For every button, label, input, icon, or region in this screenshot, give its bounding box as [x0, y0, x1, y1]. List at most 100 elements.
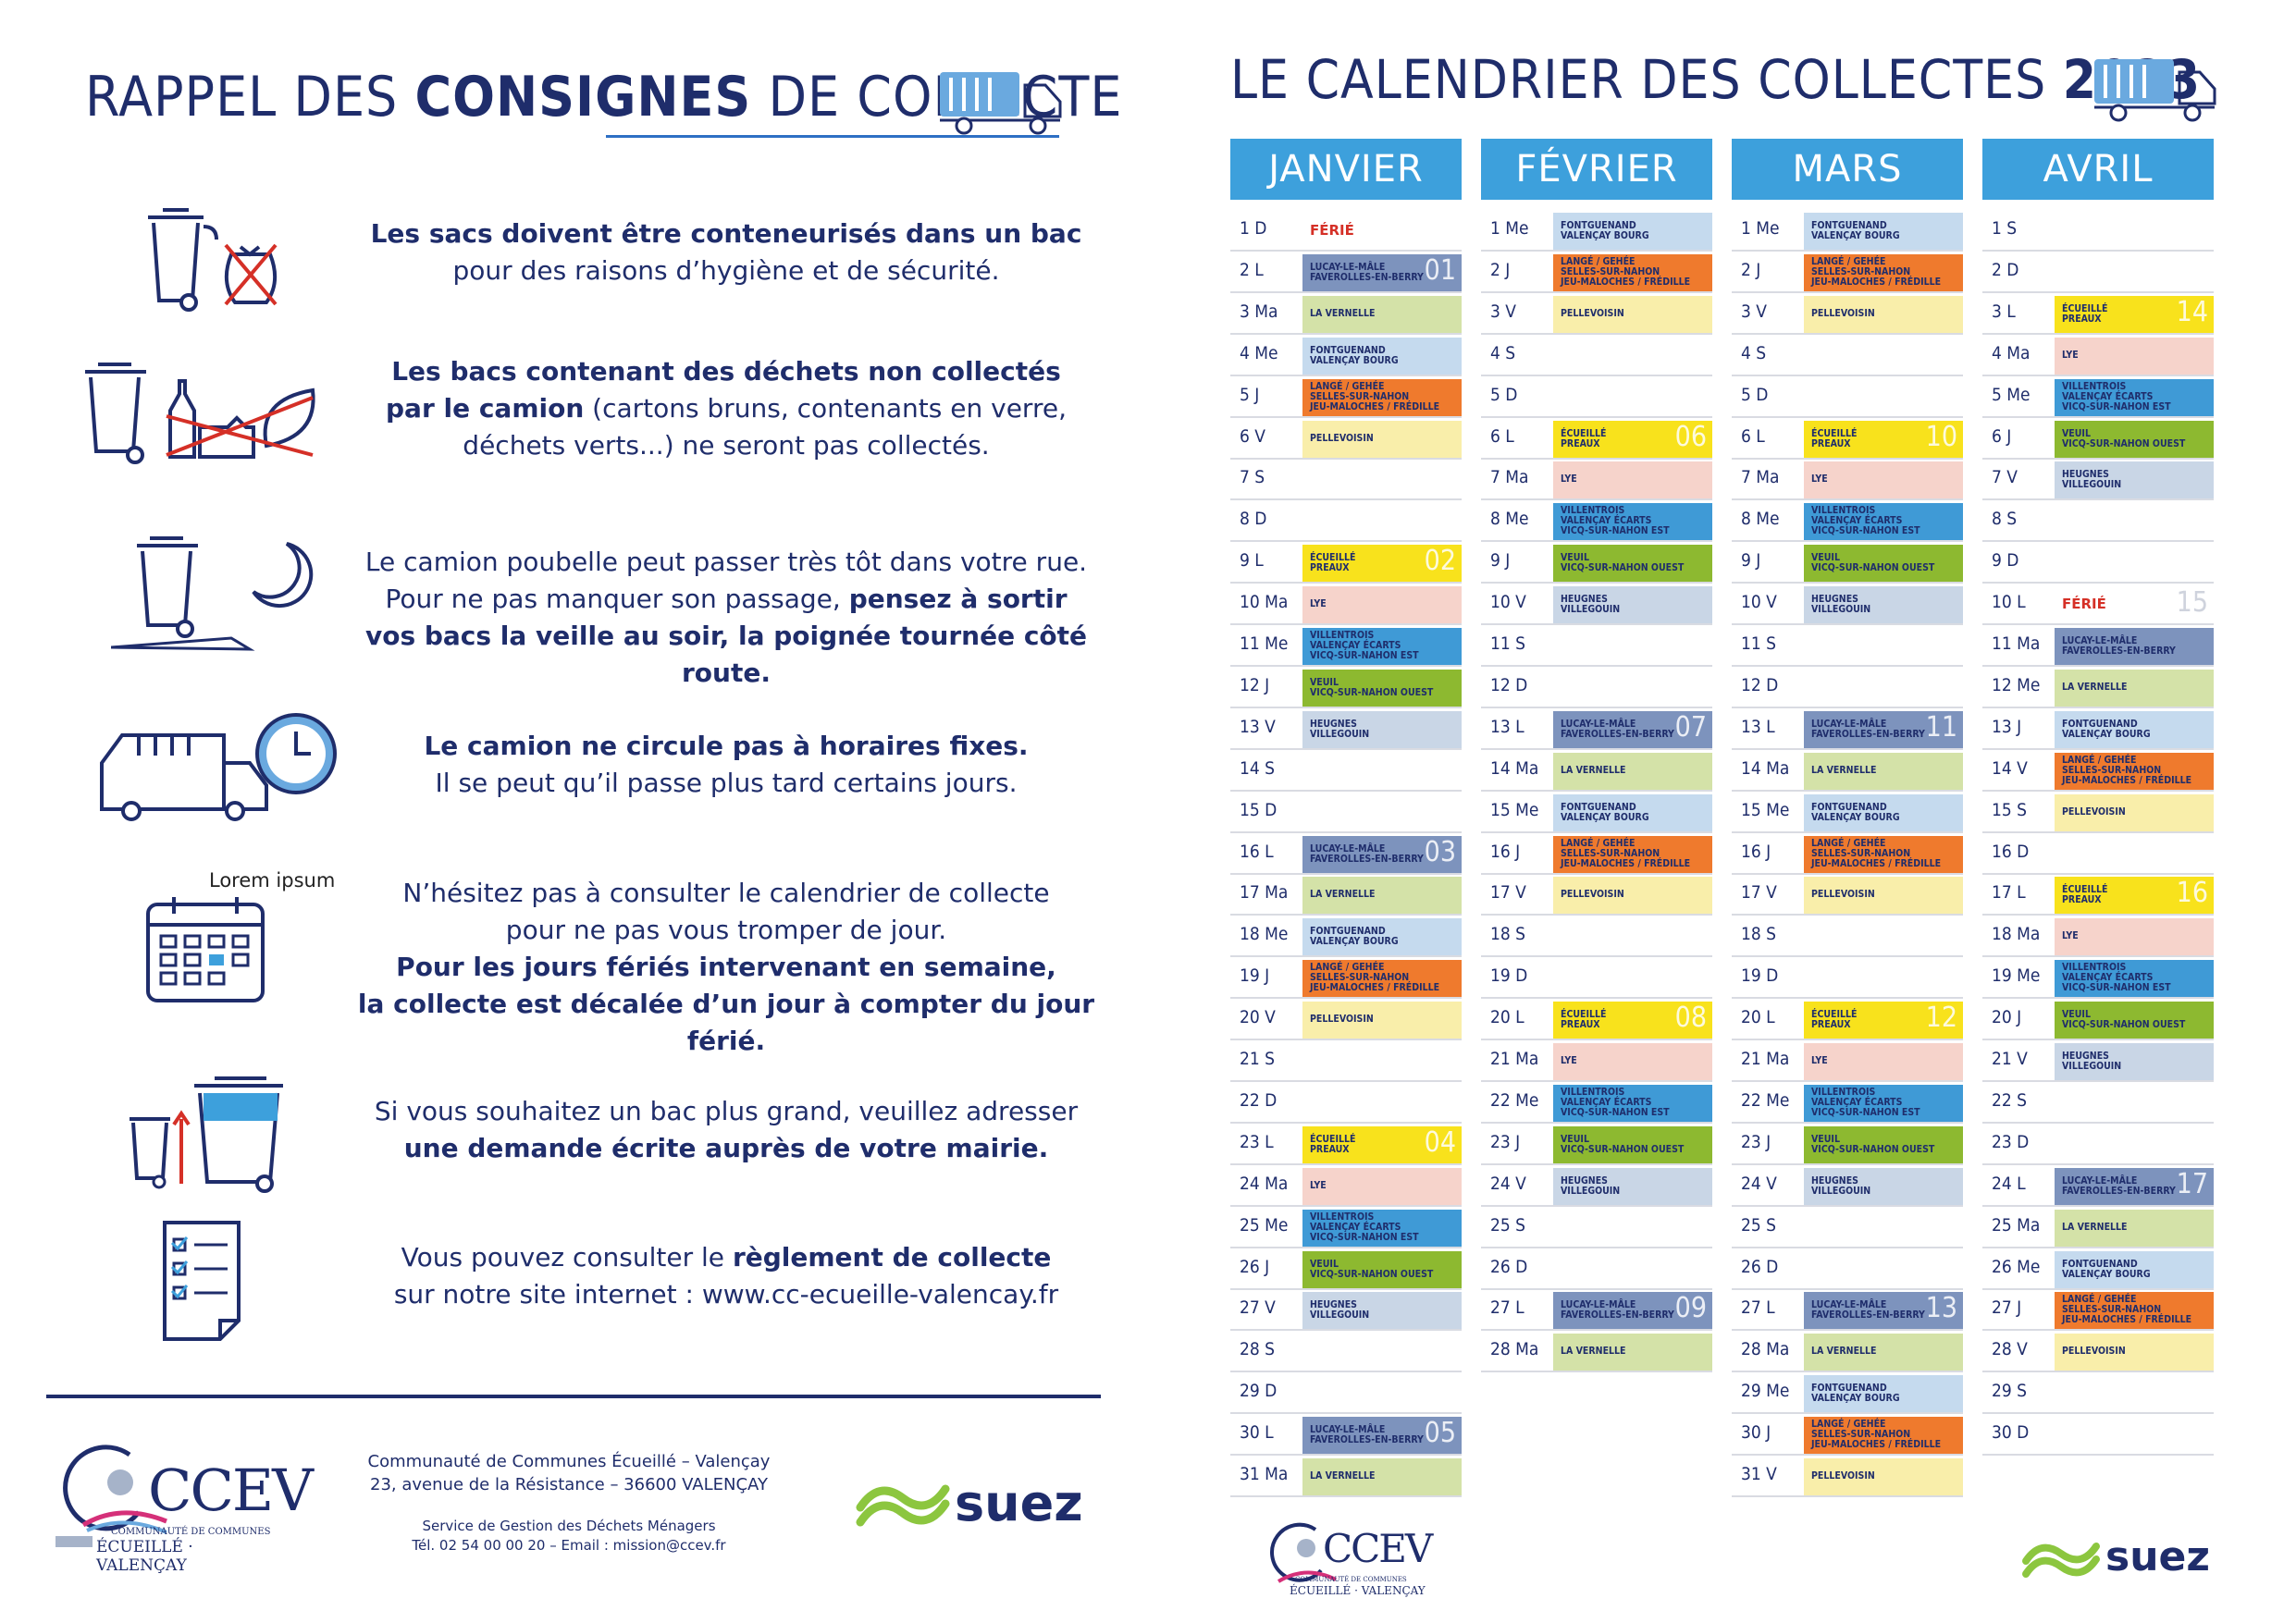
calendar-day: 27 V HEUGNES VILLEGOUIN — [1230, 1290, 1462, 1332]
collection-cell: LANGÉ / GEHÉE SELLES-SUR-NAHON JEU-MALOC… — [1804, 253, 1963, 291]
collection-cell: LANGÉ / GEHÉE SELLES-SUR-NAHON JEU-MALOC… — [1804, 835, 1963, 873]
calendar-day: 6 V PELLEVOISIN — [1230, 419, 1462, 460]
row-separator — [1732, 332, 1963, 335]
suez-logo-mark — [856, 1484, 950, 1527]
day-label: 8 Me — [1490, 509, 1529, 530]
collection-cell: PELLEVOISIN — [2055, 793, 2214, 831]
row-separator — [1732, 1495, 1963, 1497]
day-label: 4 S — [1741, 342, 1767, 363]
row-separator — [1982, 540, 2214, 543]
collection-cell: LYE — [2055, 918, 2214, 956]
day-label: 26 Me — [1992, 1256, 2041, 1277]
bin-no-bag-icon — [148, 208, 278, 312]
row-separator — [1982, 1246, 2214, 1248]
rule-row-bags: Les sacs doivent être conteneurisés dans… — [74, 199, 1101, 319]
collection-cell: LA VERNELLE — [1553, 1334, 1712, 1371]
collection-zone-label: LANGÉ / GEHÉE SELLES-SUR-NAHON JEU-MALOC… — [1811, 255, 1942, 288]
calendar-day: 13 J FONTGUENAND VALENÇAY BOURG — [1982, 709, 2214, 750]
row-separator — [1230, 706, 1462, 708]
collection-cell: VILLENTROIS VALENÇAY ÉCARTS VICQ-SUR-NAH… — [1804, 1084, 1963, 1122]
day-label: 21 V — [1992, 1049, 2028, 1069]
day-label: 29 Me — [1741, 1381, 1790, 1402]
calendar-day: 17 V PELLEVOISIN — [1732, 875, 1963, 916]
collection-zone-label: FONTGUENAND VALENÇAY BOURG — [1811, 801, 1900, 823]
day-label: 2 L — [1240, 259, 1264, 280]
calendar-day: 15 D — [1230, 793, 1462, 833]
day-label: 14 Ma — [1490, 757, 1539, 779]
row-separator — [1732, 789, 1963, 792]
collection-zone-label: ÉCUEILLÉ PREAUX — [1811, 427, 1858, 449]
rule-row-schedule: Le camion ne circule pas à horaires fixe… — [74, 707, 1101, 837]
week-number: 11 — [1925, 710, 1957, 744]
day-label: 16 J — [1741, 841, 1771, 862]
calendar-day: 11 Ma LUCAY-LE-MÂLE FAVEROLLES-EN-BERRY — [1982, 626, 2214, 667]
row-separator — [1982, 747, 2214, 750]
collection-cell: LUCAY-LE-MÂLE FAVEROLLES-EN-BERRY — [2055, 628, 2214, 665]
collection-cell: LYE — [1804, 461, 1963, 499]
row-separator — [1481, 789, 1712, 792]
row-separator — [1732, 747, 1963, 750]
calendar-day: 31 V PELLEVOISIN — [1732, 1457, 1963, 1497]
day-label: 10 V — [1490, 592, 1526, 613]
day-label: 16 D — [1992, 841, 2030, 862]
row-separator — [1982, 997, 2214, 1000]
calendar-day: 20 L ÉCUEILLÉ PREAUX 12 — [1732, 1000, 1963, 1041]
collection-zone-label: LANGÉ / GEHÉE SELLES-SUR-NAHON JEU-MALOC… — [1561, 837, 1691, 869]
rule-5-line-3: Pour les jours fériés intervenant en sem… — [396, 952, 1056, 982]
calendar-day: 18 S — [1732, 916, 1963, 958]
calendar-day: 6 L ÉCUEILLÉ PREAUX 10 — [1732, 419, 1963, 460]
calendar-day: 23 L ÉCUEILLÉ PREAUX 04 — [1230, 1125, 1462, 1165]
rule-row-bigger-bin: Si vous souhaitez un bac plus grand, veu… — [74, 1073, 1101, 1202]
collection-cell: PELLEVOISIN — [2055, 1334, 2214, 1371]
collection-cell: LANGÉ / GEHÉE SELLES-SUR-NAHON JEU-MALOC… — [1804, 1417, 1963, 1455]
calendar-day: 24 V HEUGNES VILLEGOUIN — [1481, 1166, 1712, 1207]
week-number: 05 — [1424, 1417, 1456, 1450]
row-separator — [1982, 1162, 2214, 1165]
calendar-day: 10 V HEUGNES VILLEGOUIN — [1481, 584, 1712, 626]
calendar-day: 15 Me FONTGUENAND VALENÇAY BOURG — [1732, 793, 1963, 833]
day-label: 17 V — [1490, 882, 1526, 904]
day-label: 11 S — [1741, 633, 1777, 654]
collection-cell: PELLEVOISIN — [1302, 420, 1462, 458]
calendar-day: 2 J LANGÉ / GEHÉE SELLES-SUR-NAHON JEU-MA… — [1481, 252, 1712, 293]
collection-zone-label: LA VERNELLE — [1811, 764, 1877, 776]
calendar-day: 14 V LANGÉ / GEHÉE SELLES-SUR-NAHON JEU-M… — [1982, 751, 2214, 792]
collection-cell: ÉCUEILLÉ PREAUX — [1302, 545, 1462, 583]
row-separator — [1230, 1287, 1462, 1290]
day-label: 11 S — [1490, 633, 1526, 654]
calendar-day: 20 V PELLEVOISIN — [1230, 1000, 1462, 1041]
collection-cell: HEUGNES VILLEGOUIN — [2055, 461, 2214, 499]
day-label: 25 Me — [1240, 1214, 1289, 1236]
day-label: 23 L — [1240, 1131, 1274, 1152]
collection-cell: FONTGUENAND VALENÇAY BOURG — [2055, 710, 2214, 748]
calendar-day: 13 V HEUGNES VILLEGOUIN — [1230, 709, 1462, 750]
calendar-day: 30 L LUCAY-LE-MÂLE FAVEROLLES-EN-BERRY 05 — [1230, 1415, 1462, 1457]
row-separator — [1732, 1371, 1963, 1373]
garbage-truck-icon — [2094, 59, 2216, 122]
collection-zone-label: PELLEVOISIN — [2062, 805, 2126, 818]
collection-cell: ÉCUEILLÉ PREAUX — [1804, 420, 1963, 458]
collection-cell: VEUIL VICQ-SUR-NAHON OUEST — [1553, 545, 1712, 583]
calendar-day: 24 L LUCAY-LE-MÂLE FAVEROLLES-EN-BERRY 17 — [1982, 1166, 2214, 1207]
calendar-title: LE CALENDRIER DES COLLECTES 2023 — [1230, 48, 2201, 111]
collection-zone-label: HEUGNES VILLEGOUIN — [1310, 718, 1370, 740]
collection-cell: ÉCUEILLÉ PREAUX — [2055, 877, 2214, 915]
calendar-day: 8 Me VILLENTROIS VALENÇAY ÉCARTS VICQ-SUR… — [1732, 501, 1963, 543]
calendar-day: 7 S — [1230, 460, 1462, 501]
row-separator — [1732, 374, 1963, 376]
day-label: 10 V — [1741, 592, 1777, 613]
row-separator — [1982, 789, 2214, 792]
row-separator — [1230, 457, 1462, 460]
collection-cell: VILLENTROIS VALENÇAY ÉCARTS VICQ-SUR-NAH… — [1553, 1084, 1712, 1122]
rule-7-line-2[interactable]: sur notre site internet : www.cc-ecueill… — [393, 1279, 1059, 1309]
calendar-day: 4 Ma LYE — [1982, 336, 2214, 376]
calendar-day: 26 Me FONTGUENAND VALENÇAY BOURG — [1982, 1249, 2214, 1290]
row-separator — [1481, 1204, 1712, 1207]
row-separator — [1982, 955, 2214, 958]
week-number: 01 — [1424, 253, 1456, 287]
collection-cell: HEUGNES VILLEGOUIN — [1302, 1292, 1462, 1330]
collection-zone-label: ÉCUEILLÉ PREAUX — [2062, 884, 2108, 906]
day-label: 12 Me — [1992, 674, 2041, 695]
day-label: 20 L — [1490, 1007, 1524, 1028]
day-label: 4 Ma — [1992, 342, 2031, 363]
